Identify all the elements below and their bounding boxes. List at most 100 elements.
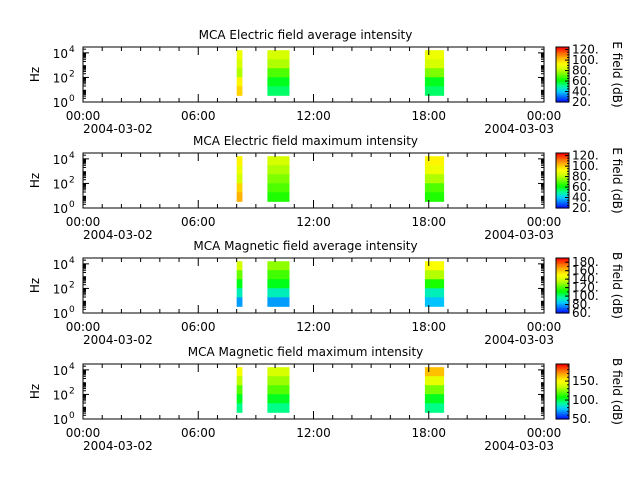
colorbar-swatch xyxy=(556,278,569,281)
date-label-end: 2004-03-03 xyxy=(484,333,554,347)
plot-frame xyxy=(82,363,545,420)
x-tick-label: 00:00 xyxy=(527,426,562,440)
colorbar-swatch xyxy=(556,62,569,65)
x-tick-label: 06:00 xyxy=(181,109,216,123)
data-cell xyxy=(236,165,243,175)
y-tick-exponent: 2 xyxy=(69,280,75,290)
colorbar-swatch xyxy=(556,388,569,391)
plot-frame xyxy=(82,257,545,314)
colorbar-swatch xyxy=(556,52,569,55)
data-cell xyxy=(236,156,243,166)
colorbar-swatch xyxy=(556,366,569,369)
x-tick-label: 00:00 xyxy=(66,109,101,123)
data-cell xyxy=(424,77,445,87)
data-cell xyxy=(236,367,243,377)
colorbar-swatch xyxy=(556,299,569,302)
spectrogram-panel-4: MCA Magnetic field maximum intensity Hz 10… xyxy=(28,345,624,453)
panel-title: MCA Magnetic field average intensity xyxy=(193,239,417,253)
colorbar-tick-label: 20. xyxy=(572,95,591,109)
colorbar-label: E field (dB) xyxy=(610,41,624,107)
colorbar-swatch xyxy=(556,264,569,267)
data-cell xyxy=(424,376,445,386)
colorbar-swatch xyxy=(556,195,569,198)
colorbar-swatch xyxy=(556,260,569,263)
colorbar-tick-label: 160. xyxy=(572,264,599,278)
y-tick-exponent: 4 xyxy=(69,151,75,161)
colorbar-swatch xyxy=(556,403,569,406)
data-cell xyxy=(267,376,290,386)
colorbar-swatch xyxy=(556,88,569,91)
spectrogram-panel-2: MCA Electric field maximum intensity Hz 10… xyxy=(28,134,624,242)
colorbar-swatch xyxy=(556,391,569,394)
colorbar-swatch xyxy=(556,291,569,293)
y-tick-label: 10 xyxy=(53,282,68,296)
y-tick-label: 10 xyxy=(53,71,68,85)
colorbar-swatch xyxy=(556,409,569,412)
y-axis-label: Hz xyxy=(28,384,42,399)
data-cell xyxy=(267,59,290,69)
colorbar-swatch xyxy=(556,165,569,168)
x-tick-label: 18:00 xyxy=(411,320,446,334)
colorbar-frame xyxy=(555,257,570,314)
colorbar-swatch xyxy=(556,192,569,195)
colorbar-swatch xyxy=(556,75,569,78)
colorbar-swatch xyxy=(556,91,569,93)
colorbar-swatch xyxy=(556,259,569,262)
y-tick-label: 10 xyxy=(53,307,68,321)
colorbar-swatch xyxy=(556,194,569,197)
data-cell xyxy=(424,403,445,413)
colorbar-tick-label: 150. xyxy=(572,374,599,388)
x-tick-label: 18:00 xyxy=(411,109,446,123)
colorbar-swatch xyxy=(556,162,569,165)
colorbar-frame xyxy=(555,363,570,420)
y-axis-label: Hz xyxy=(28,173,42,188)
data-cell xyxy=(236,261,243,271)
x-tick-label: 06:00 xyxy=(181,320,216,334)
colorbar-swatch xyxy=(556,416,569,419)
y-tick-exponent: 2 xyxy=(69,69,75,79)
colorbar-swatch xyxy=(556,181,569,184)
colorbar-swatch xyxy=(556,199,569,202)
y-tick-exponent: 0 xyxy=(69,411,75,421)
data-cell xyxy=(424,59,445,69)
colorbar-swatch xyxy=(556,380,569,383)
data-cell xyxy=(267,165,290,175)
colorbar-swatch xyxy=(556,401,569,404)
x-tick-label: 06:00 xyxy=(181,426,216,440)
data-cell xyxy=(267,297,290,307)
data-cell xyxy=(236,50,243,60)
data-block-3 xyxy=(424,50,445,96)
colorbar-swatch xyxy=(556,198,569,201)
data-cell xyxy=(267,156,290,166)
y-tick-label: 10 xyxy=(53,202,68,216)
data-cell xyxy=(236,192,243,202)
colorbar-swatch xyxy=(556,394,569,397)
colorbar-tick-label: 60. xyxy=(572,180,591,194)
data-cell xyxy=(236,288,243,298)
colorbar-swatch xyxy=(556,370,569,373)
y-tick-label: 10 xyxy=(53,47,68,61)
colorbar-swatch xyxy=(556,372,569,375)
colorbar-swatch xyxy=(556,302,569,304)
y-tick-exponent: 2 xyxy=(69,175,75,185)
data-cell xyxy=(236,403,243,413)
data-cell xyxy=(424,165,445,175)
data-cell xyxy=(267,192,290,202)
data-block-3 xyxy=(424,367,445,413)
colorbar-swatch xyxy=(556,64,569,67)
colorbar-swatch xyxy=(556,84,569,87)
colorbar-swatch xyxy=(556,284,569,287)
colorbar-swatch xyxy=(556,183,569,186)
colorbar-swatch xyxy=(556,293,569,296)
data-cell xyxy=(267,367,290,377)
y-tick-label: 10 xyxy=(53,96,68,110)
colorbar: 20.40.60.80.100.120. E field (dB) xyxy=(555,147,624,215)
colorbar-swatch xyxy=(556,73,569,76)
colorbar-swatch xyxy=(556,289,569,292)
colorbar-swatch xyxy=(556,169,569,172)
colorbar-swatch xyxy=(556,161,569,164)
colorbar-tick-label: 60. xyxy=(572,306,591,320)
y-axis-label: Hz xyxy=(28,278,42,293)
colorbar-label: B field (dB) xyxy=(610,358,624,425)
colorbar-swatch xyxy=(556,184,569,187)
